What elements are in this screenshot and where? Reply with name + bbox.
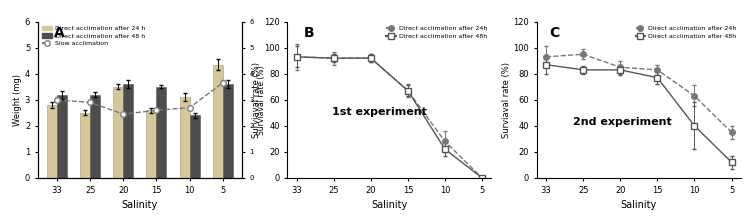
Text: 1st experiment: 1st experiment bbox=[332, 107, 426, 117]
Bar bbox=[180, 97, 190, 178]
Text: B: B bbox=[304, 26, 314, 40]
Bar bbox=[90, 95, 100, 178]
Bar bbox=[190, 115, 200, 178]
Bar bbox=[223, 84, 233, 178]
Bar bbox=[123, 84, 133, 178]
Text: A: A bbox=[54, 26, 65, 40]
Y-axis label: Surviaval rate (%): Surviaval rate (%) bbox=[252, 62, 261, 138]
Bar bbox=[57, 95, 67, 178]
Legend: Direct acclimation after 24h, Direct acclimation after 48h: Direct acclimation after 24h, Direct acc… bbox=[634, 25, 738, 40]
X-axis label: Salinity: Salinity bbox=[371, 200, 407, 210]
Legend: Direct acclimation after 24h, Direct acclimation after 48h: Direct acclimation after 24h, Direct acc… bbox=[385, 25, 488, 40]
Bar bbox=[80, 113, 90, 178]
Y-axis label: Surviaval rate (%): Surviaval rate (%) bbox=[501, 62, 510, 138]
Y-axis label: Weight (mg): Weight (mg) bbox=[13, 74, 22, 126]
Legend: Direct acclimation after 24 h, Direct acclimation after 48 h, Slow acclimation: Direct acclimation after 24 h, Direct ac… bbox=[41, 25, 147, 47]
Y-axis label: Surviaval rate (%): Surviaval rate (%) bbox=[257, 65, 266, 135]
Bar bbox=[47, 105, 57, 178]
X-axis label: Salinity: Salinity bbox=[621, 200, 657, 210]
Bar bbox=[113, 87, 123, 178]
X-axis label: Salinity: Salinity bbox=[122, 200, 158, 210]
Text: 2nd experiment: 2nd experiment bbox=[573, 117, 672, 127]
Bar bbox=[212, 65, 223, 178]
Text: C: C bbox=[549, 26, 559, 40]
Bar bbox=[156, 87, 166, 178]
Bar bbox=[147, 110, 156, 178]
